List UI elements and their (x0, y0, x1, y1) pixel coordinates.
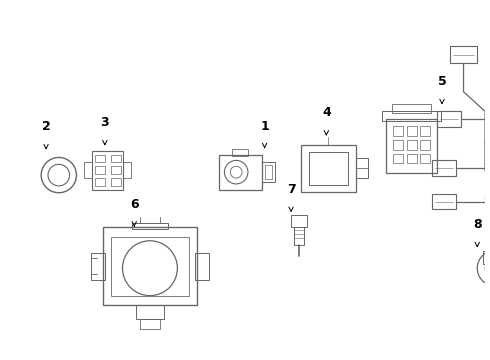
Bar (95, 166, 105, 174)
Bar (111, 154, 121, 162)
Bar (393, 140, 403, 150)
Text: 4: 4 (322, 106, 331, 119)
Bar (393, 126, 403, 136)
Bar (301, 145, 356, 192)
Bar (136, 305, 164, 319)
Bar (294, 227, 304, 245)
Bar (265, 165, 272, 179)
Bar (420, 140, 430, 150)
Bar (262, 162, 275, 182)
Bar (111, 178, 121, 186)
Text: 7: 7 (287, 183, 295, 196)
Bar (407, 126, 416, 136)
Bar (392, 104, 431, 113)
Bar (483, 251, 490, 264)
Bar (420, 126, 430, 136)
Bar (84, 162, 92, 178)
Bar (92, 150, 123, 190)
Bar (232, 149, 248, 157)
Bar (140, 319, 160, 329)
Bar (393, 153, 403, 163)
Bar (356, 158, 368, 178)
Bar (132, 223, 168, 229)
Bar (291, 215, 307, 227)
Bar (487, 243, 490, 252)
Bar (91, 252, 105, 280)
Bar (386, 119, 437, 173)
Text: 3: 3 (100, 116, 109, 129)
Bar (111, 237, 189, 296)
Bar (420, 153, 430, 163)
Bar (432, 161, 456, 176)
Text: 6: 6 (130, 198, 139, 211)
Bar (407, 140, 416, 150)
Bar (437, 111, 461, 127)
Bar (219, 154, 262, 190)
Bar (195, 252, 209, 280)
Bar (95, 178, 105, 186)
Bar (103, 227, 197, 305)
Bar (407, 153, 416, 163)
Text: 8: 8 (473, 218, 482, 231)
Bar (432, 194, 456, 210)
Bar (95, 154, 105, 162)
Text: 1: 1 (260, 120, 269, 133)
Text: 2: 2 (42, 120, 50, 133)
Bar (123, 162, 131, 178)
Bar (111, 166, 121, 174)
Text: 5: 5 (438, 75, 446, 88)
Bar (309, 152, 348, 185)
Bar (382, 111, 441, 121)
Bar (450, 46, 477, 63)
